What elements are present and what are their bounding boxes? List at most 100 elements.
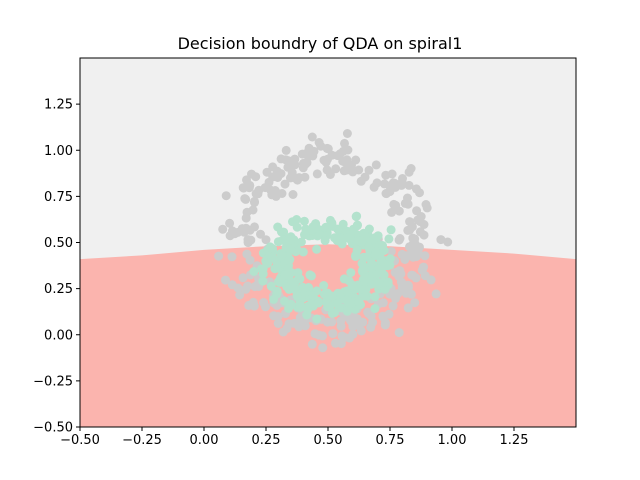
data-point [345,165,355,175]
x-tick-label: 0.75 [376,433,405,448]
y-tick-label: 0.75 [44,190,73,205]
data-point [380,284,390,294]
x-tick-label: 0.00 [190,433,219,448]
data-point [310,329,320,339]
data-point [292,222,302,232]
data-point [301,149,311,159]
data-point [372,178,382,188]
data-point [385,260,395,270]
data-point [305,270,315,280]
data-point [380,318,390,328]
data-point [345,315,355,325]
data-point [323,154,332,164]
plot-area [80,58,576,427]
data-point [406,164,416,173]
data-point [352,245,362,255]
data-point [338,156,348,166]
data-point [285,244,295,254]
data-point [292,291,302,301]
data-point [241,284,251,294]
data-point [300,172,310,182]
data-point [278,327,288,337]
data-point [381,189,391,199]
region-lower [80,244,576,427]
x-tick-label: −0.25 [122,433,162,448]
data-point [346,268,356,278]
data-point [241,194,251,204]
data-point [261,302,270,312]
data-point [281,145,291,155]
data-point [280,296,289,306]
data-point [391,200,401,210]
data-point [410,298,420,308]
axes-layer: −0.50 −0.25 0.00 0.25 0.50 0.75 1.00 1.25 −0.50 −… [33,57,577,448]
data-point [256,229,265,239]
data-point [394,328,404,338]
data-point [364,308,374,318]
y-tick-label: 0.00 [44,328,73,343]
data-point [368,235,378,245]
data-point [383,277,393,287]
data-point [296,237,306,247]
data-point [238,273,248,283]
y-tick-label: 1.00 [44,144,73,159]
data-point [307,132,317,142]
x-tick-label: 0.50 [314,433,343,448]
data-point [370,304,380,314]
data-point [254,185,264,195]
data-point [436,235,446,245]
data-point [319,281,329,290]
data-point [431,289,441,299]
data-point [265,242,275,252]
data-point [243,238,253,248]
y-tick-label: 1.25 [44,98,73,113]
data-point [300,321,310,331]
data-point [214,251,224,261]
data-point [359,284,369,294]
data-point [312,169,322,179]
data-point [386,225,396,235]
data-point [443,237,453,247]
data-point [357,258,367,268]
data-point [295,274,305,284]
data-point [415,227,425,237]
data-point [385,254,395,264]
data-point [370,250,380,260]
data-point [342,129,352,138]
data-point [395,266,405,276]
y-tick-label: 0.50 [44,236,73,251]
data-point [245,180,255,190]
x-tick-label: 0.25 [252,433,281,448]
data-point [330,308,339,318]
data-point [386,247,396,256]
data-point [415,217,425,227]
data-point [271,187,281,197]
data-point [364,165,374,175]
data-point [352,211,362,221]
data-point [289,318,299,328]
x-tick-label: −0.50 [60,433,100,448]
data-point [339,274,349,284]
data-point [221,275,230,285]
data-point [280,179,290,189]
data-point [312,244,322,254]
data-point [270,264,280,274]
data-point [249,301,259,311]
data-point [309,146,319,156]
data-point [408,252,418,262]
data-point [371,160,381,170]
data-point [403,303,413,313]
data-point [335,149,345,159]
data-point [348,329,358,339]
data-point [391,293,400,303]
data-point [273,312,283,321]
data-point [273,318,283,328]
data-point [356,237,366,247]
data-point [277,251,287,261]
data-point [364,242,373,252]
data-point [359,228,369,238]
data-point [225,218,235,228]
data-point [347,280,357,290]
data-point [340,138,349,148]
data-point [342,296,352,305]
